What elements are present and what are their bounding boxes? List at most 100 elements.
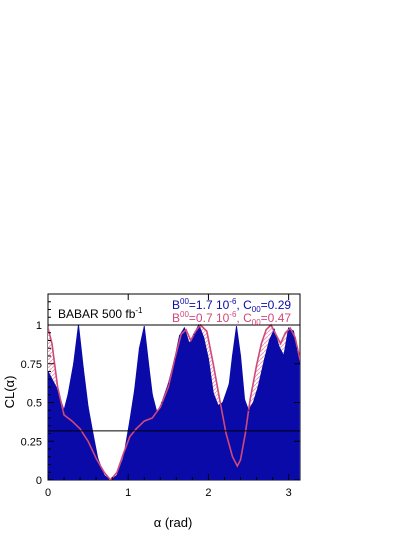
series-1-point: [67, 394, 69, 396]
y-tick-label: 0.75: [21, 359, 42, 371]
series-1-point: [183, 327, 185, 329]
series-1-point: [161, 401, 163, 404]
series-1-point: [252, 401, 254, 404]
series-1-point: [288, 327, 290, 329]
series-2-point: [225, 432, 227, 435]
series-1-point: [239, 355, 242, 357]
legend-2-b-text: =0.7 10: [189, 311, 230, 325]
series-2-point: [174, 358, 176, 360]
y-tick-label: 0.25: [21, 436, 42, 448]
series-1-point: [138, 347, 141, 349]
series-1-point: [167, 383, 169, 385]
legend-2-b-sup: 00: [180, 310, 189, 319]
series-2-point: [151, 417, 153, 419]
annotation-label: BABAR 500 fb-1: [58, 306, 143, 321]
series-1-point: [228, 383, 230, 385]
series-1-point: [263, 358, 266, 360]
series-2-point: [159, 406, 161, 408]
series-1-point: [116, 474, 118, 476]
legend-2-c-sub: 00: [252, 318, 261, 327]
series-1-point: [129, 420, 131, 422]
series-2-point: [95, 457, 97, 459]
series-1-point: [247, 409, 250, 411]
x-axis-label: α (rad): [154, 515, 193, 530]
series-1-area: [48, 325, 300, 480]
series-2-point: [51, 343, 53, 345]
legend-1-c-text: =0.29: [261, 298, 292, 312]
series-1-point: [268, 339, 270, 342]
series-1-point: [231, 355, 234, 357]
series-1-point: [193, 333, 195, 335]
series-2-point: [135, 428, 137, 430]
legend-2-b-exp: -6: [229, 310, 237, 319]
series-1-point: [207, 358, 210, 360]
series-2-point: [244, 432, 246, 435]
series-2-point: [289, 327, 291, 329]
legend-1-sep: , C: [236, 298, 252, 312]
series-1-point: [212, 392, 214, 394]
series-1-point: [243, 398, 246, 400]
legend-entry-series-1: B00=1.7 10-6, C00=0.29: [172, 297, 291, 314]
series-1-point: [143, 325, 145, 328]
series-2-point: [180, 333, 182, 335]
series-2-point: [294, 336, 296, 338]
series-2-point: [299, 358, 300, 360]
y-tick-label: 0.5: [27, 398, 42, 410]
series-2-point: [194, 330, 197, 332]
series-1-point: [178, 335, 181, 337]
legend-1-b-exp: -6: [229, 297, 237, 306]
series-2-point: [48, 327, 49, 329]
series-2-point: [122, 453, 125, 455]
series-1-point: [82, 367, 84, 369]
legend-1-b-sup: 00: [180, 297, 189, 306]
y-tick-label: 1: [36, 320, 42, 332]
legend-1-c-sub: 00: [252, 305, 261, 314]
series-1-point: [87, 406, 89, 408]
series-1-point: [257, 386, 259, 388]
y-tick-label: 0: [36, 475, 42, 487]
series-1-point: [148, 367, 150, 369]
series-2-point: [143, 420, 145, 422]
series-2-point: [206, 330, 208, 332]
series-1-point: [55, 386, 57, 388]
x-tick-label: 3: [286, 487, 292, 499]
series-2-point: [87, 440, 89, 442]
series-2-point: [236, 465, 238, 467]
legend-2-b: B: [172, 311, 180, 325]
series-2-point: [284, 332, 287, 334]
series-2-point: [190, 339, 192, 342]
series-2-point: [249, 398, 251, 400]
series-1-point: [278, 346, 280, 348]
series-1-point: [235, 325, 238, 328]
series-2-point: [129, 436, 131, 438]
series-2-point: [109, 479, 112, 480]
legend-1-b: B: [172, 298, 180, 312]
series-1-point: [273, 329, 275, 331]
x-tick-label: 0: [45, 487, 51, 499]
series-1-point: [73, 363, 75, 365]
series-2-point: [280, 343, 282, 345]
legend-1-b-text: =1.7 10: [189, 298, 230, 312]
series-1-point: [92, 432, 94, 435]
series-1-point: [217, 405, 219, 407]
legend-2-sep: , C: [236, 311, 252, 325]
series-2-point: [231, 456, 234, 458]
series-2-point: [103, 471, 105, 473]
series-1-point: [103, 474, 105, 476]
series-2-point: [275, 333, 277, 335]
series-2-point: [71, 420, 73, 422]
series-1-point: [134, 389, 136, 391]
series-1-point: [156, 412, 158, 414]
series-2-point: [79, 428, 81, 430]
series-2-point: [116, 471, 118, 473]
series-1-point: [296, 347, 298, 349]
x-tick-label: 1: [125, 487, 131, 499]
series-2-point: [265, 329, 267, 331]
x-tick-label: 2: [205, 487, 211, 499]
series-1-point: [292, 330, 295, 332]
reference-lines: [48, 324, 300, 432]
legend-2-c-text: =0.47: [261, 311, 292, 325]
series-2-point: [212, 363, 214, 365]
series-1-point: [203, 336, 205, 338]
